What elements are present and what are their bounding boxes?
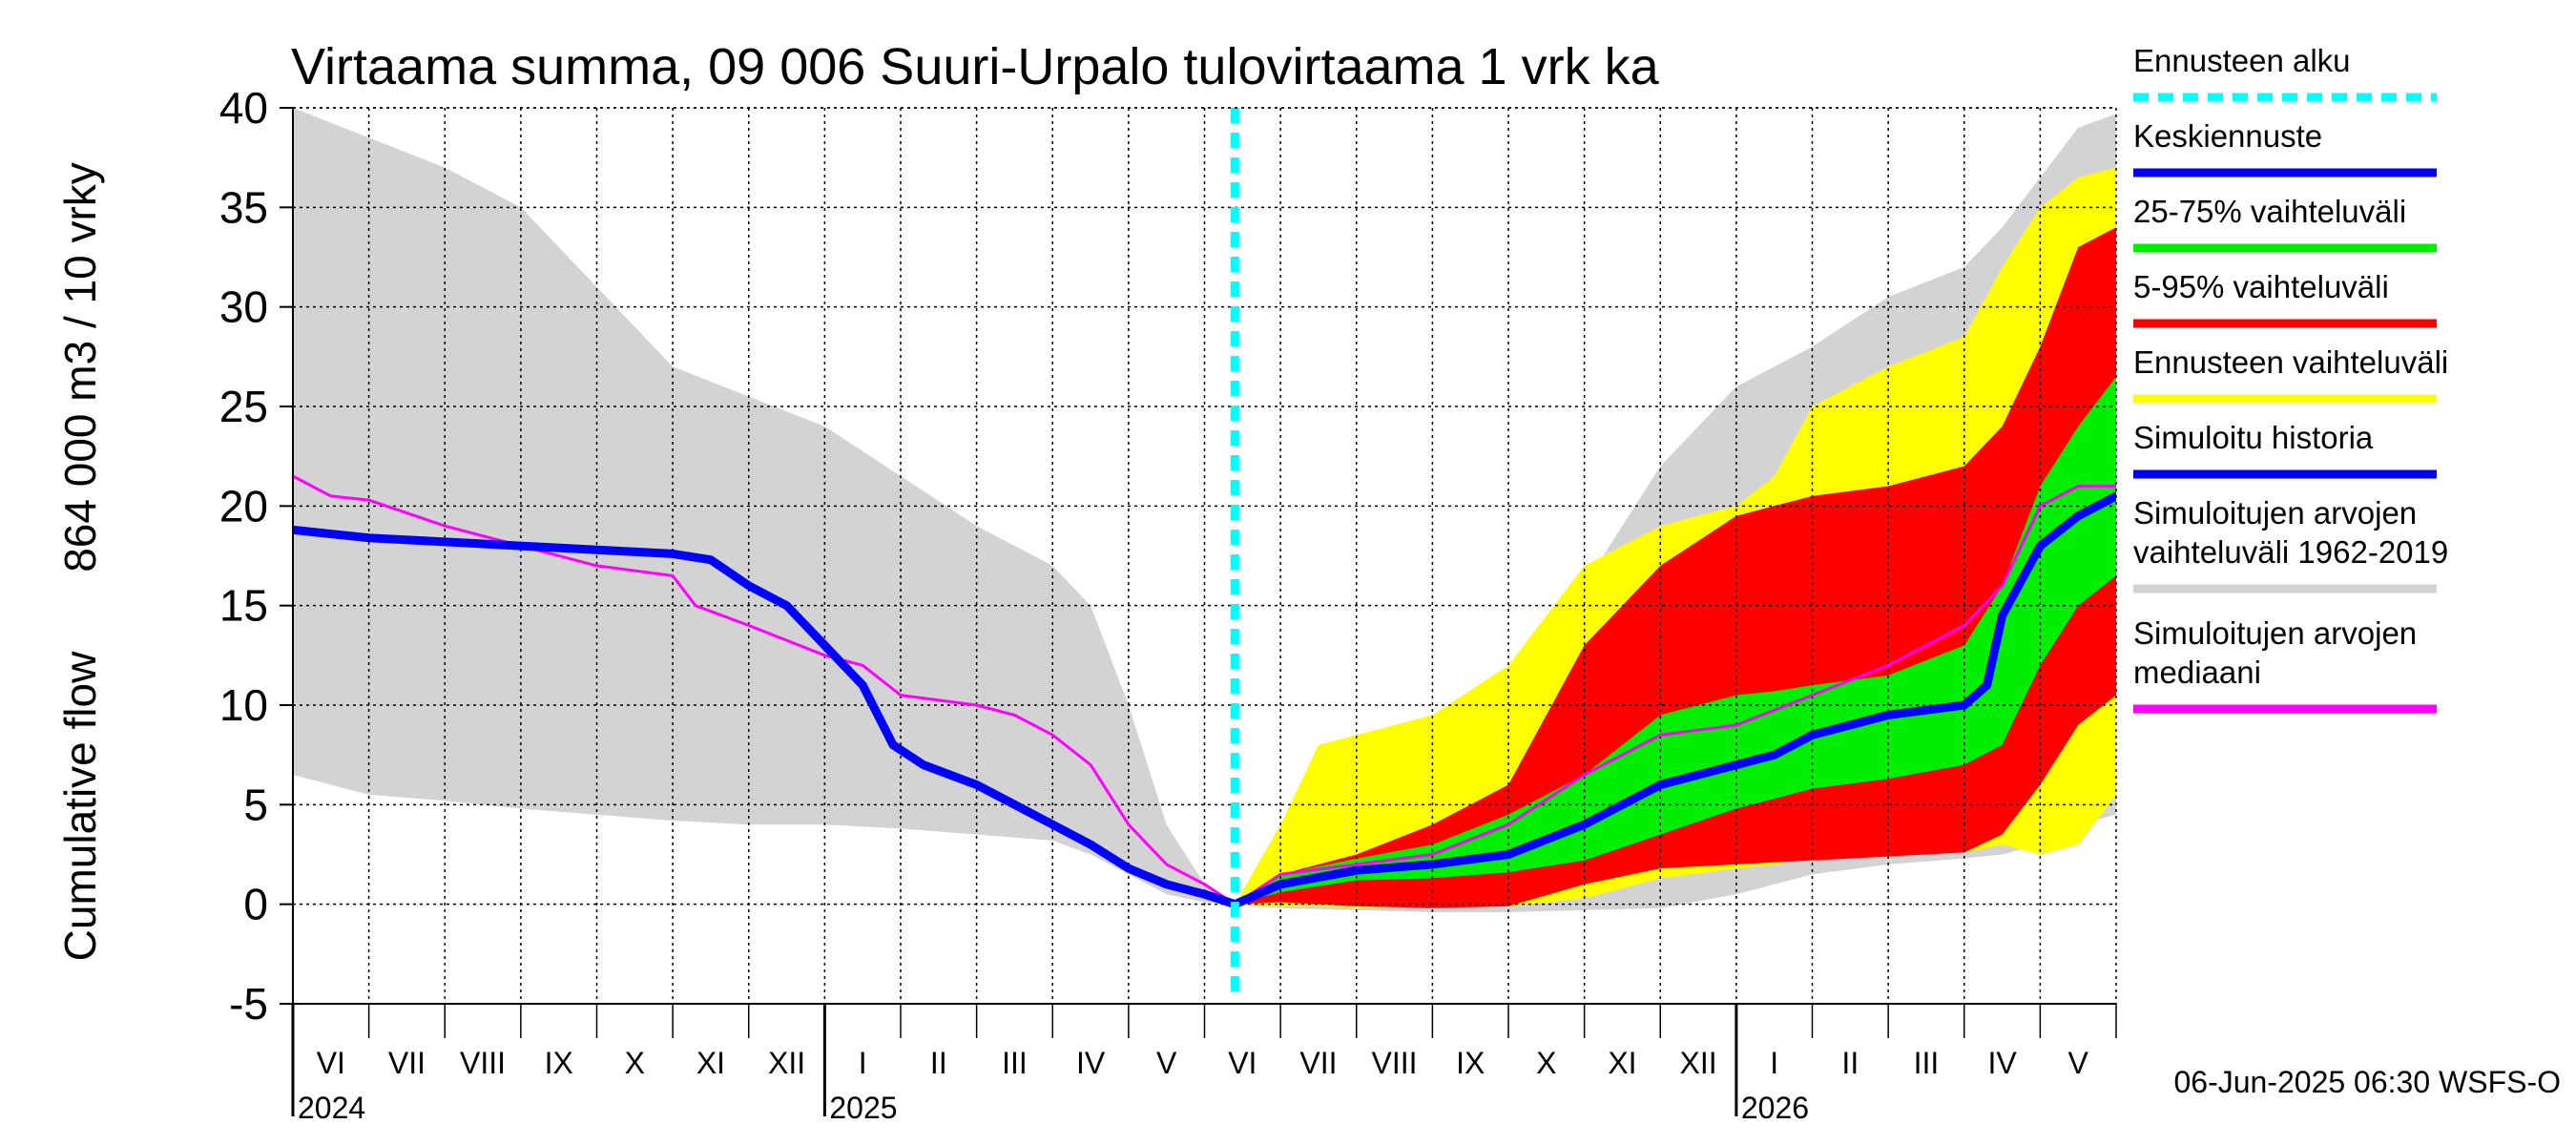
month-label: IX	[1456, 1046, 1485, 1080]
month-label: III	[1914, 1046, 1940, 1080]
line-simuloitu-historia	[293, 525, 1239, 909]
year-label: 2024	[298, 1091, 365, 1125]
month-label: V	[1156, 1046, 1177, 1080]
plot-lines	[293, 108, 2116, 1000]
month-label: II	[1841, 1046, 1859, 1080]
legend-label: 25-75% vaihteluväli	[2133, 194, 2406, 229]
month-label: VIII	[1372, 1046, 1418, 1080]
chart-title: Virtaama summa, 09 006 Suuri-Urpalo tulo…	[291, 38, 1660, 95]
y-tick-label: 25	[219, 382, 268, 431]
month-label: VII	[388, 1046, 426, 1080]
month-label: VIII	[460, 1046, 506, 1080]
line-simuloitujen-arvojen-mediaani	[293, 474, 2116, 906]
month-label: X	[625, 1046, 645, 1080]
month-label: VI	[1228, 1046, 1257, 1080]
legend-label: Keskiennuste	[2133, 118, 2322, 154]
year-label: 2026	[1741, 1091, 1809, 1125]
legend-item-simuloitu-historia: Simuloitu historia	[2133, 420, 2437, 479]
month-label: I	[1770, 1046, 1778, 1080]
y-axis-label: Cumulative flow 864 000 m3 / 10 vrky	[55, 162, 105, 961]
legend: Ennusteen alku Keskiennuste 25-75% vaihtel…	[2133, 43, 2448, 714]
y-ticks: -5 0 5 10 15 20 25 30 35 40	[219, 83, 293, 1029]
legend-label: Simuloitu historia	[2133, 420, 2374, 455]
line-keskiennuste	[1230, 491, 2116, 909]
month-label: XI	[1608, 1046, 1636, 1080]
month-label: X	[1536, 1046, 1556, 1080]
y-tick-label: 20	[219, 481, 268, 531]
legend-label: 5-95% vaihteluväli	[2133, 269, 2389, 304]
month-label: III	[1002, 1046, 1028, 1080]
legend-label: vaihteluväli 1962-2019	[2133, 534, 2448, 570]
legend-item-5-95-vaihteluv-li: 5-95% vaihteluväli	[2133, 269, 2437, 328]
grid	[293, 107, 2116, 1004]
legend-item-keskiennuste: Keskiennuste	[2133, 118, 2437, 177]
month-label: XI	[696, 1046, 725, 1080]
band-25-75-vaihteluv-li	[1235, 376, 2116, 905]
legend-item-25-75-vaihteluv-li: 25-75% vaihteluväli	[2133, 194, 2437, 253]
legend-label: Ennusteen alku	[2133, 43, 2351, 78]
y-tick-label: 40	[219, 83, 268, 133]
legend-label: mediaani	[2133, 655, 2261, 690]
y-tick-label: 10	[219, 680, 268, 730]
month-label: II	[930, 1046, 947, 1080]
month-label: VI	[317, 1046, 345, 1080]
legend-label: Ennusteen vaihteluväli	[2133, 344, 2448, 380]
y-axis-label-line1: Cumulative flow	[55, 651, 105, 961]
year-label: 2025	[829, 1091, 897, 1125]
y-tick-label: -5	[229, 979, 268, 1029]
x-ticks: VI VII VIII IX X XI XII I II III IV V VI VII VIII IX X XI…	[291, 1004, 2117, 1125]
y-tick-label: 30	[219, 282, 268, 332]
y-axis-label-line2: 864 000 m3 / 10 vrky	[55, 162, 105, 572]
month-label: IV	[1076, 1046, 1106, 1080]
month-label: IX	[545, 1046, 573, 1080]
month-label: IV	[1987, 1046, 2017, 1080]
y-tick-label: 15	[219, 581, 268, 631]
legend-item-ennusteen-vaihteluv-li: Ennusteen vaihteluväli	[2133, 344, 2448, 404]
month-label: XII	[768, 1046, 805, 1080]
legend-item-simuloitujen-arvojen-mediaani: Simuloitujen arvojen mediaani	[2133, 615, 2437, 714]
month-label: I	[859, 1046, 867, 1080]
y-tick-label: 35	[219, 182, 268, 232]
legend-item-ennusteen-alku: Ennusteen alku	[2133, 43, 2437, 102]
month-label: VII	[1299, 1046, 1337, 1080]
month-label: XII	[1680, 1046, 1717, 1080]
y-tick-label: 5	[243, 780, 268, 829]
month-label: V	[2068, 1046, 2089, 1080]
y-tick-label: 0	[243, 880, 268, 929]
footer-timestamp: 06-Jun-2025 06:30 WSFS-O	[2173, 1065, 2561, 1099]
legend-label: Simuloitujen arvojen	[2133, 615, 2417, 651]
legend-label: Simuloitujen arvojen	[2133, 495, 2417, 531]
